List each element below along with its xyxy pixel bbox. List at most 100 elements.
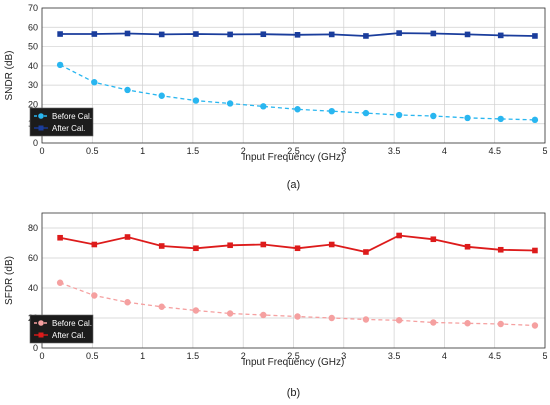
y-tick-label: 70 (28, 3, 38, 13)
data-point-before-cal (192, 307, 200, 314)
legend-label: After Cal. (52, 331, 85, 340)
x-tick-label: 2.5 (287, 146, 300, 156)
x-tick-label: 1.5 (187, 146, 200, 156)
legend-label: After Cal. (52, 124, 85, 133)
data-point-before-cal (328, 107, 335, 115)
data-point-before-cal (158, 92, 165, 99)
data-point-before-cal (91, 292, 98, 299)
plot-frame (41, 212, 546, 349)
legend-swatch-marker (38, 332, 44, 338)
data-point-after-cal (532, 247, 538, 254)
data-point-after-cal (464, 31, 471, 38)
data-point-after-cal (91, 31, 98, 37)
data-point-after-cal (497, 246, 504, 253)
y-tick-label: 20 (28, 99, 38, 109)
x-tick-label: 0.5 (86, 146, 99, 156)
data-point-after-cal (328, 31, 335, 38)
data-point-before-cal (430, 112, 437, 120)
y-tick-label: 40 (28, 61, 38, 71)
data-point-after-cal (158, 243, 165, 249)
x-tick-label: 3 (341, 146, 346, 156)
data-point-after-cal (396, 232, 402, 239)
data-point-before-cal (91, 79, 98, 86)
legend-swatch-marker (38, 320, 44, 326)
data-point-before-cal (260, 311, 267, 319)
panel-caption: (a) (287, 179, 300, 191)
legend: Before Cal. After Cal. (29, 107, 94, 137)
x-axis-label: Input Frequency (GHz) (243, 357, 345, 368)
x-tick-label: 0 (39, 351, 44, 361)
x-tick-label: 0.5 (86, 351, 99, 361)
data-point-before-cal (395, 111, 403, 119)
data-point-after-cal (124, 30, 131, 37)
data-point-after-cal (294, 245, 301, 252)
x-tick-label: 2 (241, 351, 246, 361)
chart-panel-b: 00.511.522.533.544.55 020406080 Input Fr… (4, 212, 548, 399)
x-tick-label: 3.5 (388, 351, 401, 361)
data-point-after-cal (193, 245, 199, 252)
x-tick-label: 2 (241, 146, 246, 156)
data-point-after-cal (193, 31, 199, 37)
data-point-after-cal (430, 30, 437, 37)
data-point-after-cal (91, 241, 98, 248)
y-tick-label: 30 (28, 80, 38, 90)
data-point-before-cal (56, 279, 64, 286)
x-axis-label: Input Frequency (GHz) (243, 152, 345, 163)
data-point-after-cal (57, 234, 63, 241)
legend: Before Cal. After Cal. (29, 314, 94, 344)
x-tick-labels: 0 0.5 1 1.5 2 2.5 3 3.5 4 4.5 5 (39, 146, 547, 156)
data-point-before-cal (497, 320, 504, 328)
y-tick-label: 40 (28, 283, 38, 293)
x-tick-label: 4 (442, 146, 447, 156)
data-point-before-cal (294, 106, 301, 113)
data-point-before-cal (497, 115, 504, 123)
series-markers (56, 30, 539, 124)
x-tick-label: 1 (140, 146, 145, 156)
panel-caption: (b) (287, 387, 300, 399)
y-tick-label: 60 (28, 253, 38, 263)
data-point-after-cal (396, 30, 402, 36)
grid-lines (41, 7, 546, 144)
chart-panel-a: 00.511.522.533.544.55 010203040506070 In… (4, 3, 548, 191)
data-point-after-cal (227, 242, 233, 249)
x-tick-label: 0 (39, 146, 44, 156)
legend-label: Before Cal. (52, 319, 92, 328)
data-point-after-cal (227, 31, 233, 38)
data-point-before-cal (226, 310, 234, 317)
data-point-after-cal (430, 236, 437, 243)
y-tick-label: 0 (33, 343, 38, 353)
data-point-before-cal (294, 313, 301, 320)
data-point-before-cal (158, 303, 165, 310)
x-tick-label: 4 (442, 351, 447, 361)
grid-lines (41, 213, 546, 349)
data-point-after-cal (158, 31, 165, 38)
data-point-before-cal (430, 319, 437, 326)
data-point-after-cal (260, 31, 267, 38)
data-point-after-cal (363, 33, 369, 39)
y-tick-label: 80 (28, 223, 38, 233)
y-tick-label: 60 (28, 22, 38, 32)
legend-label: Before Cal. (52, 112, 92, 121)
x-tick-labels: 0 0.5 1 1.5 2 2.5 3 3.5 4 4.5 5 (39, 351, 547, 361)
data-point-after-cal (260, 241, 267, 248)
y-tick-label: 0 (33, 138, 38, 148)
data-point-before-cal (192, 97, 200, 104)
data-point-before-cal (124, 299, 131, 306)
x-tick-label: 4.5 (488, 146, 501, 156)
legend-box (29, 314, 94, 344)
x-tick-label: 1.5 (187, 351, 200, 361)
data-point-before-cal (124, 86, 131, 94)
x-tick-label: 4.5 (488, 351, 501, 361)
legend-box (29, 107, 94, 137)
data-point-before-cal (56, 61, 64, 69)
data-point-before-cal (226, 100, 234, 107)
x-tick-label: 3.5 (388, 146, 401, 156)
data-point-after-cal (294, 32, 301, 38)
data-point-before-cal (395, 317, 403, 324)
data-point-after-cal (57, 31, 63, 37)
legend-swatch-marker (38, 113, 44, 119)
x-tick-label: 5 (542, 351, 547, 361)
series-line-before-cal (59, 64, 535, 121)
x-tick-label: 5 (542, 146, 547, 156)
